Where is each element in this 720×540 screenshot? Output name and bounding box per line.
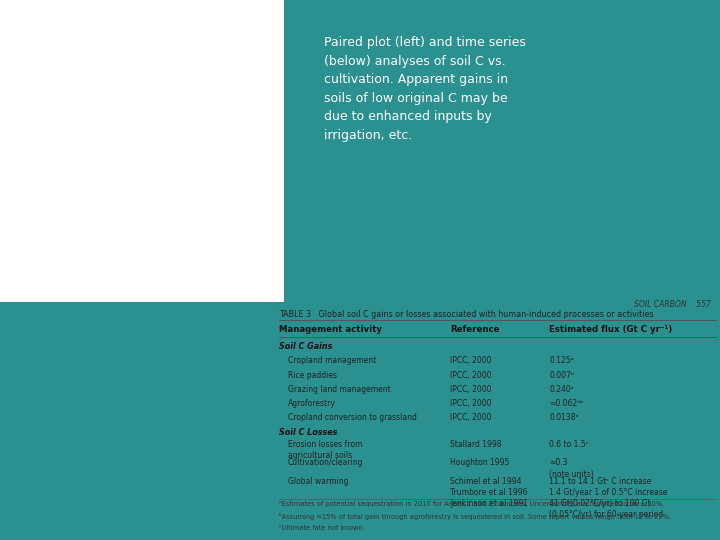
Text: ᵇAssuming ≈15% of total gain through agroforestry is sequestered in soil. Some r: ᵇAssuming ≈15% of total gain through agr…: [279, 513, 671, 520]
Text: Schimel et al 1994
Trumbore et al 1996
Jenkinson et al 1991: Schimel et al 1994 Trumbore et al 1996 J…: [450, 477, 528, 508]
Text: Agroforestry: Agroforestry: [288, 399, 336, 408]
Text: Management activity: Management activity: [279, 325, 382, 334]
Text: is not supported: is not supported: [13, 222, 271, 250]
Text: Reference: Reference: [450, 325, 500, 334]
Text: Soil C Losses: Soil C Losses: [279, 428, 338, 437]
Text: Houghton 1995: Houghton 1995: [450, 458, 509, 468]
Text: Estimated flux (Gt C yr⁻¹): Estimated flux (Gt C yr⁻¹): [549, 325, 672, 334]
Text: IPCC, 2000: IPCC, 2000: [450, 371, 492, 380]
Text: Erosion losses from
agricultural soils: Erosion losses from agricultural soils: [288, 440, 362, 460]
Text: IPCC, 2000: IPCC, 2000: [450, 356, 492, 366]
Text: TABLE 3   Global soil C gains or losses associated with human-induced processes : TABLE 3 Global soil C gains or losses as…: [279, 310, 654, 319]
Text: 0.007ᵇ: 0.007ᵇ: [549, 371, 574, 380]
Text: 0.240ᵃ: 0.240ᵃ: [549, 385, 574, 394]
Text: 0.125ᵃ: 0.125ᵃ: [549, 356, 574, 366]
Text: Soil C Gains: Soil C Gains: [279, 342, 333, 351]
Text: Cultivation/clearing: Cultivation/clearing: [288, 458, 364, 468]
Text: Grazing land management: Grazing land management: [288, 385, 391, 394]
Text: SOIL CARBON    557: SOIL CARBON 557: [634, 300, 711, 309]
Text: ᶜUltimate fate not known.: ᶜUltimate fate not known.: [279, 525, 365, 531]
Text: Paired plot (left) and time series
(below) analyses of soil C vs.
cultivation. A: Paired plot (left) and time series (belo…: [324, 36, 526, 142]
Text: image format: image format: [37, 137, 248, 165]
Text: IPCC, 2000: IPCC, 2000: [450, 414, 492, 422]
Text: Cropland management: Cropland management: [288, 356, 377, 366]
Text: ≈0.3
(note units): ≈0.3 (note units): [549, 458, 594, 478]
Text: Global warming: Global warming: [288, 477, 348, 486]
Text: ᵃEstimates of potential sequestration in 2010 for Annex 1 and 2 countries. Uncer: ᵃEstimates of potential sequestration in…: [279, 502, 665, 508]
Text: IPCC, 2000: IPCC, 2000: [450, 385, 492, 394]
Text: Stallard 1998: Stallard 1998: [450, 440, 502, 449]
Text: ≈0.062ᵃᵇ: ≈0.062ᵃᵇ: [549, 399, 583, 408]
Text: Rice paddies: Rice paddies: [288, 371, 337, 380]
Text: Cropland conversion to grassland: Cropland conversion to grassland: [288, 414, 417, 422]
Text: 0.0138ᵃ: 0.0138ᵃ: [549, 414, 578, 422]
Text: 11.1 to 14.1 Gtᶜ C increase
1.4 Gt/year 1 of 0.5°C increase
41 Gt(0.02°C/yr) to : 11.1 to 14.1 Gtᶜ C increase 1.4 Gt/year …: [549, 477, 667, 519]
Text: Macintosh PICT: Macintosh PICT: [22, 52, 262, 80]
Text: IPCC, 2000: IPCC, 2000: [450, 399, 492, 408]
Text: 0.6 to 1.5ᶜ: 0.6 to 1.5ᶜ: [549, 440, 588, 449]
